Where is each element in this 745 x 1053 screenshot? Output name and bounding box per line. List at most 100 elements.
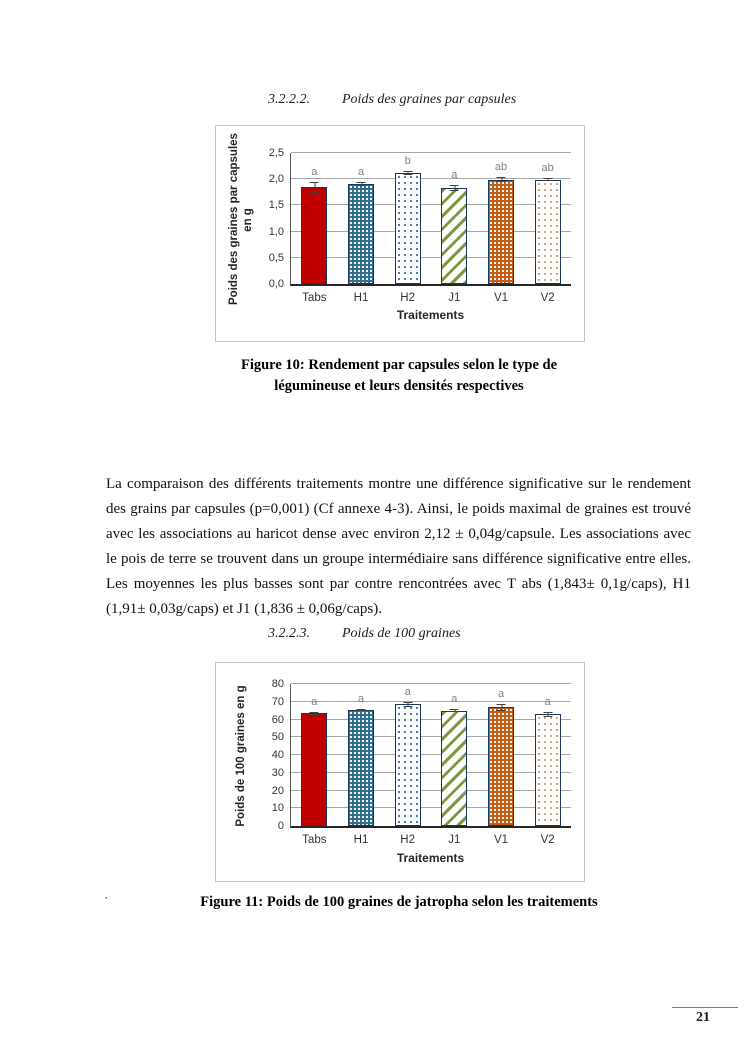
- bar-j1: [441, 187, 468, 284]
- bar-h2: [394, 704, 421, 826]
- y-axis-tick-label: 2,5: [268, 147, 284, 159]
- significance-letter: a: [357, 692, 365, 705]
- significance-letter: a: [311, 695, 318, 708]
- bar-v1: [488, 707, 514, 826]
- y-gridline: [291, 178, 571, 180]
- y-axis-tick-label: 80: [271, 678, 284, 690]
- figure-11-caption-line1: Figure 11: Poids de 100 graines de jatro…: [200, 894, 598, 910]
- significance-letter: b: [404, 154, 411, 167]
- y-axis-title: Poids des graines par capsules en g: [228, 132, 254, 305]
- bar-v2: [534, 179, 561, 284]
- section-number: 3.2.2.2.: [268, 92, 310, 107]
- x-axis-category-label: V2: [540, 292, 555, 304]
- bar-h2: [394, 172, 421, 284]
- y-axis-tick-label: 10: [271, 802, 284, 815]
- figure-11-caption: Figure 11: Poids de 100 graines de jatro…: [175, 892, 623, 913]
- stray-period: ·: [104, 890, 109, 905]
- bar-v1: [488, 179, 514, 284]
- error-bar: [402, 170, 413, 176]
- error-bar: [542, 711, 553, 717]
- x-axis-category-label: J1: [448, 834, 461, 846]
- bar-tabs: [301, 713, 328, 826]
- y-axis-tick-label: 1,0: [268, 225, 284, 238]
- chart-plot-area: 0,0 0,5 1,0 1,5 2,0 2,5 a Tabs a H1 b H2 a J1 ab V1 ab V2: [269, 147, 571, 304]
- y-axis-tick-label: 2,0: [268, 173, 284, 186]
- footer-divider: [672, 1007, 738, 1008]
- page-number: 21: [696, 1010, 710, 1025]
- x-axis-category-label: H2: [400, 834, 416, 846]
- x-axis-category-label: Tabs: [302, 834, 327, 846]
- chart-plot-area: 0 10 20 30 40 50 60 70 80 a Tabs a H1 a H2 a J1 a V1 a V2: [272, 678, 571, 846]
- y-gridline: [291, 683, 571, 684]
- bar-h1: [348, 709, 374, 826]
- significance-letter: a: [451, 693, 458, 706]
- y-gridline: [291, 789, 571, 791]
- y-axis-tick-label: 20: [271, 784, 284, 797]
- figure-10-caption: Figure 10: Rendement par capsules selon …: [175, 355, 623, 397]
- x-axis-category-label: V1: [493, 834, 509, 846]
- y-axis-tick-label: 50: [271, 731, 284, 744]
- error-bar: [449, 184, 460, 191]
- bar-j1: [441, 710, 468, 826]
- y-gridline: [291, 736, 571, 738]
- significance-letter: a: [357, 166, 365, 179]
- y-axis-tick-label: 0,5: [268, 251, 284, 264]
- y-axis-tick-label: 30: [271, 766, 284, 779]
- y-gridline: [291, 152, 571, 153]
- figure-11-chart: 0 10 20 30 40 50 60 70 80 a Tabs a H1 a H2 a J1 a V1 a V2 Po…: [215, 662, 585, 882]
- y-axis-tick-label: 1,5: [268, 199, 284, 212]
- bar-tabs: [301, 187, 328, 284]
- y-gridline: [291, 700, 571, 702]
- y-axis-tick-label: 70: [271, 695, 284, 708]
- figure-10-caption-line2: légumineuse et leurs densités respective…: [274, 378, 524, 394]
- x-axis-category-label: J1: [448, 292, 461, 304]
- bar-v2: [534, 714, 561, 826]
- y-gridline: [291, 718, 571, 720]
- error-bar: [449, 709, 460, 713]
- y-gridline: [291, 204, 571, 206]
- y-axis-tick-label: 40: [271, 749, 284, 761]
- significance-letter: ab: [494, 161, 508, 174]
- y-gridline: [291, 807, 571, 809]
- section-number: 3.2.2.3.: [268, 626, 310, 641]
- significance-letter: ab: [541, 162, 554, 175]
- x-axis-title: Traitements: [396, 308, 465, 322]
- section-title: Poids des graines par capsules: [342, 92, 517, 107]
- error-bar: [402, 701, 413, 708]
- bar-h1: [348, 183, 374, 284]
- y-axis-title: Poids de 100 graines en g: [235, 685, 247, 827]
- x-axis-category-label: V2: [540, 834, 555, 846]
- error-bar: [356, 182, 367, 186]
- significance-letter: a: [311, 166, 318, 179]
- x-axis-category-label: V1: [493, 292, 509, 304]
- error-bar: [496, 703, 507, 711]
- x-axis-category-label: Tabs: [302, 292, 327, 304]
- y-gridline: [291, 256, 571, 258]
- error-bar: [356, 708, 367, 711]
- y-axis-tick-label: 60: [271, 713, 284, 726]
- y-gridline: [291, 771, 571, 773]
- section-heading-322 2: 3.2.2.2. Poids des graines par capsules: [268, 92, 516, 108]
- section-heading-3223: 3.2.2.3. Poids de 100 graines: [268, 626, 461, 642]
- error-bar: [542, 178, 553, 182]
- error-bar: [496, 177, 507, 183]
- body-paragraph: La comparaison des différents traitement…: [106, 476, 691, 617]
- significance-letter: a: [404, 685, 411, 698]
- significance-letter: a: [451, 168, 458, 181]
- x-axis-category-label: H2: [400, 292, 416, 304]
- x-axis-category-label: H1: [353, 292, 369, 304]
- figure-10-caption-line1: Figure 10: Rendement par capsules selon …: [240, 357, 558, 373]
- y-gridline: [291, 230, 571, 232]
- y-axis-tick-label: 0,0: [268, 278, 284, 290]
- x-axis-category-label: H1: [353, 834, 369, 846]
- significance-letter: a: [544, 695, 551, 708]
- y-axis-tick-label: 0: [277, 820, 284, 832]
- section-title: Poids de 100 graines: [342, 626, 461, 641]
- y-gridline: [291, 754, 571, 755]
- x-axis-title: Traitements: [396, 851, 465, 865]
- error-bar: [309, 711, 320, 716]
- error-bar: [309, 182, 320, 193]
- figure-10-chart: 0,0 0,5 1,0 1,5 2,0 2,5 a Tabs a H1 b H2 a J1 ab V1 ab V2…: [215, 125, 585, 342]
- significance-letter: a: [497, 687, 505, 700]
